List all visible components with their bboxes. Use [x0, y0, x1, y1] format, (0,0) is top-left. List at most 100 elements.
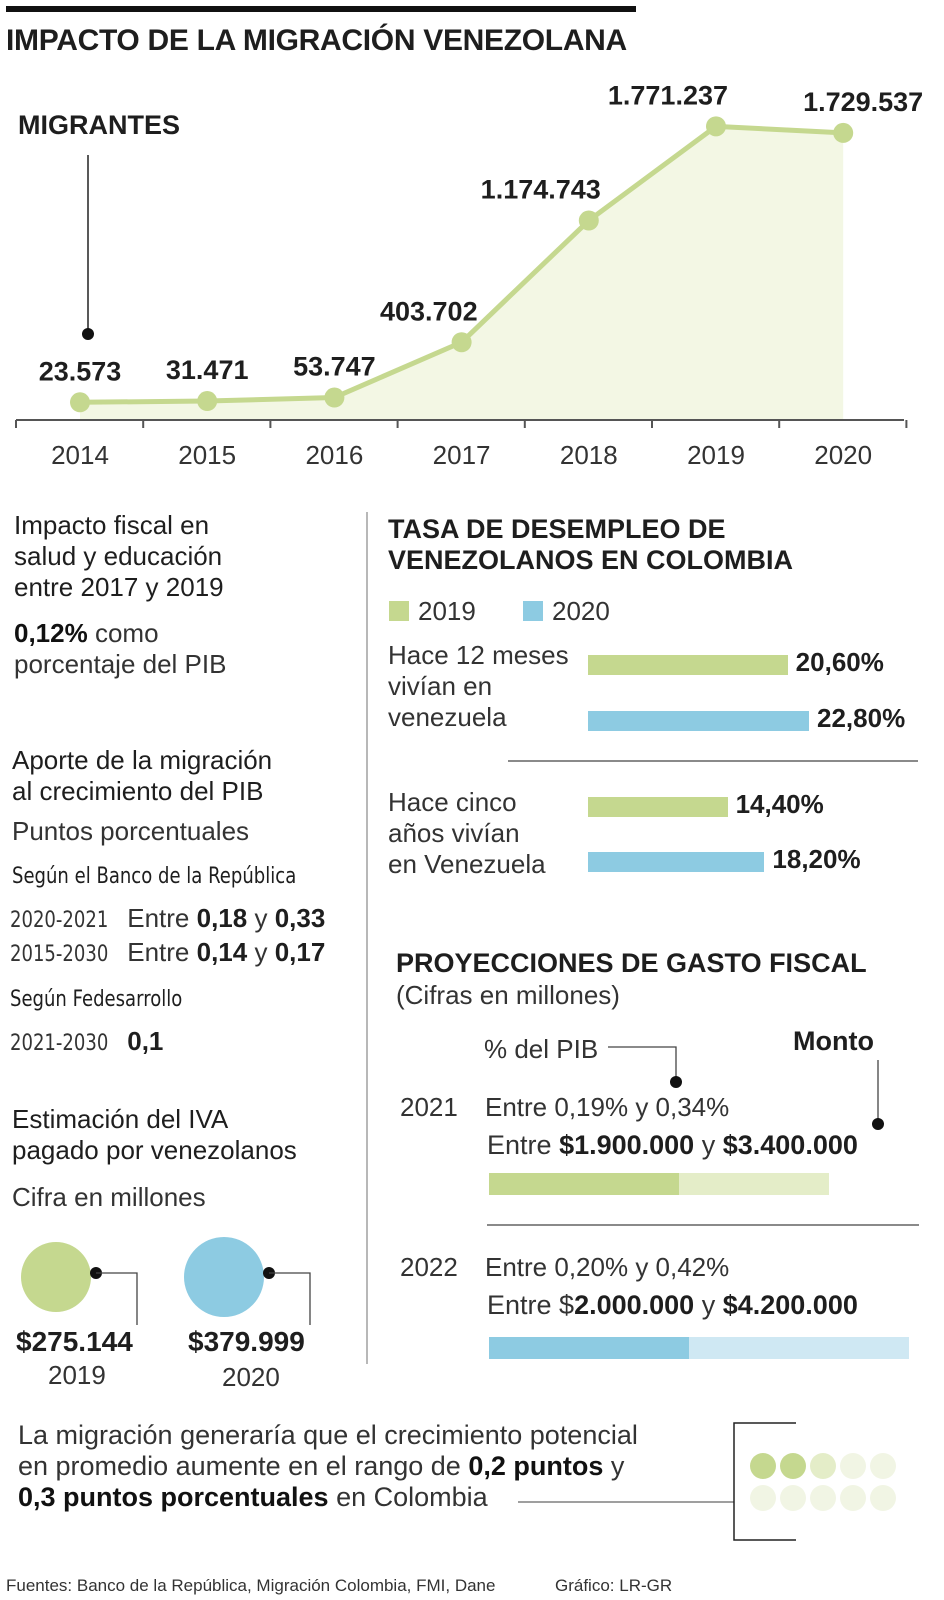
unemployment-value: 20,60% [795, 647, 884, 677]
legend-label-2020: 2020 [552, 596, 610, 626]
aporte-row: 2021-2030 0,1 [10, 1026, 163, 1057]
dot-empty [840, 1453, 866, 1479]
fiscal-heading-line: entre 2017 y 2019 [14, 572, 224, 602]
fiscal-value: 0,12% [14, 618, 88, 648]
aporte-value: 0,1 [127, 1026, 164, 1056]
year-tick-label: 2014 [51, 440, 109, 470]
fiscal-heading-line: salud y educación [14, 541, 223, 571]
page-title: IMPACTO DE LA MIGRACIÓN VENEZOLANA [6, 24, 627, 57]
aporte-mid: y [254, 903, 268, 933]
iva-bubbles [21, 1237, 311, 1325]
dot-empty [750, 1485, 776, 1511]
proy-high: $3.400.000 [722, 1130, 858, 1160]
conclusion-text: en promedio aumente en el rango de [18, 1451, 461, 1481]
conclusion-graphic [518, 1422, 896, 1541]
conclusion-line: La migración generaría que el crecimient… [18, 1420, 638, 1450]
year-tick-label: 2015 [178, 440, 236, 470]
legend-swatch-2019 [389, 601, 409, 621]
fiscal-heading: Impacto fiscal en salud y educación entr… [14, 510, 224, 603]
fiscal-heading-line: Impacto fiscal en [14, 510, 210, 540]
proy-low: $1.900.000 [559, 1130, 695, 1160]
data-point [324, 387, 345, 408]
unemployment-bar-2020 [588, 852, 765, 872]
dot-light [810, 1453, 836, 1479]
data-point [197, 391, 218, 412]
pib-leader-dot [670, 1076, 682, 1088]
aporte-low: 0,14 [196, 937, 248, 967]
aporte-source-fedesarrollo: Según Fedesarrollo [10, 987, 183, 1012]
iva-leader-line [269, 1272, 311, 1325]
chart-title-leader-dot [82, 328, 94, 340]
fiscal-value-suffix: como [94, 618, 159, 648]
data-point [70, 392, 90, 413]
aporte-period: 2020-2021 [10, 908, 109, 933]
legend-swatch-2020 [523, 601, 543, 621]
proy-mid: y [701, 1130, 716, 1160]
unemployment-value: 18,20% [772, 844, 861, 874]
proy-monto-label: Monto [793, 1026, 874, 1056]
desempleo-heading-line: TASA DE DESEMPLEO DE [388, 514, 726, 544]
data-label: 403.702 [380, 296, 478, 326]
aporte-heading-line: Aporte de la migración [12, 745, 273, 775]
group-label-line: venezuela [388, 702, 507, 732]
group-label-line: vivían en [388, 671, 493, 701]
aporte-low: 0,18 [196, 903, 248, 933]
group-label-line: Hace 12 meses [388, 640, 569, 670]
legend-label-2019: 2019 [418, 596, 476, 626]
data-label: 1.771.237 [608, 80, 728, 110]
desempleo-group-label: Hace 12 meses vivían en venezuela [388, 640, 569, 733]
pib-leader-line [608, 1046, 677, 1082]
aporte-row: 2020-2021 Entre 0,18 y 0,33 [10, 903, 325, 934]
aporte-heading-line: al crecimiento del PIB [12, 776, 264, 806]
proy-year: 2021 [400, 1092, 458, 1122]
desempleo-heading-line: VENEZOLANOS EN COLOMBIA [388, 545, 794, 575]
iva-year-2020: 2020 [222, 1362, 280, 1392]
year-tick-label: 2017 [433, 440, 491, 470]
desempleo-heading: TASA DE DESEMPLEO DE VENEZOLANOS EN COLO… [388, 514, 793, 576]
proy-mid: y [701, 1290, 716, 1320]
proy-divider [487, 1224, 919, 1226]
proy-high: $4.200.000 [722, 1290, 858, 1320]
iva-sub: Cifra en millones [12, 1182, 206, 1212]
iva-bubble-2019 [21, 1242, 91, 1312]
dot-empty [840, 1485, 866, 1511]
dot-empty [870, 1485, 896, 1511]
conclusion-bold: 0,3 puntos porcentuales [18, 1482, 329, 1512]
dot-filled [750, 1453, 776, 1479]
aporte-high: 0,17 [274, 937, 326, 967]
aporte-period: 2021-2030 [10, 1031, 109, 1056]
aporte-heading: Aporte de la migración al crecimiento de… [12, 745, 272, 807]
proy-pre: Entre $ [487, 1290, 575, 1320]
top-rule [6, 6, 636, 12]
proy-amount: Entre $2.000.000 y $4.200.000 [487, 1290, 858, 1321]
iva-heading-line: Estimación del IVA [12, 1104, 229, 1134]
footer-sources: Fuentes: Banco de la República, Migració… [6, 1576, 496, 1595]
year-tick-label: 2018 [560, 440, 618, 470]
conclusion-bold: 0,2 puntos [468, 1451, 604, 1481]
proy-low: 2.000.000 [574, 1290, 695, 1320]
data-label: 53.747 [293, 352, 376, 382]
aporte-pre: Entre [127, 903, 190, 933]
conclusion-line: 0,3 puntos porcentuales en Colombia [18, 1482, 638, 1513]
column-divider [366, 512, 368, 1364]
data-label: 1.174.743 [481, 175, 601, 205]
proy-heading: PROYECCIONES DE GASTO FISCAL [396, 948, 867, 978]
data-label: 31.471 [166, 355, 249, 385]
conclusion-line: en promedio aumente en el rango de 0,2 p… [18, 1451, 638, 1482]
footer-credit: Gráfico: LR-GR [555, 1576, 673, 1595]
data-label: 23.573 [39, 356, 122, 386]
monto-leader-dot [872, 1118, 884, 1130]
unemployment-value: 14,40% [735, 789, 824, 819]
fiscal-value-line: 0,12% como [14, 618, 159, 649]
migrants-area [80, 126, 844, 421]
proy-pct: Entre 0,19% y 0,34% [485, 1092, 730, 1122]
unemployment-bar-2020 [588, 711, 809, 731]
iva-value-2020: $379.999 [188, 1326, 305, 1357]
proy-year: 2022 [400, 1252, 458, 1282]
aporte-pre: Entre [127, 937, 190, 967]
proy-amount: Entre $1.900.000 y $3.400.000 [487, 1130, 858, 1161]
data-point [578, 210, 599, 231]
group-label-line: Hace cinco [388, 787, 517, 817]
proy-sub: (Cifras en millones) [396, 980, 620, 1010]
